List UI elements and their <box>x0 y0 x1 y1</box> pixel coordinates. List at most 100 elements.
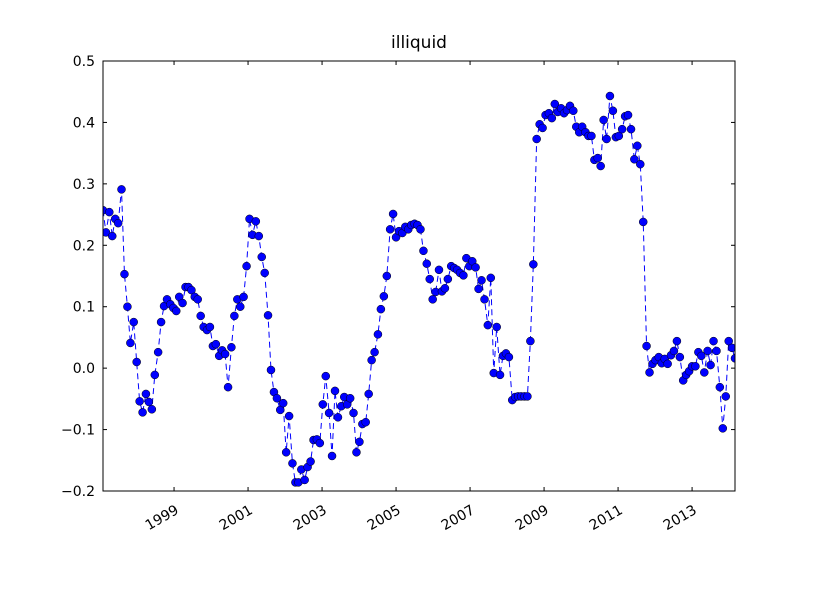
data-point <box>236 302 245 311</box>
y-tick-label: 0.2 <box>73 238 95 254</box>
data-point <box>211 339 221 349</box>
data-point <box>126 338 135 348</box>
data-point <box>587 131 596 141</box>
data-point <box>703 346 712 356</box>
data-point <box>318 400 328 409</box>
data-point <box>117 185 126 194</box>
data-point <box>132 357 141 367</box>
data-point <box>123 302 132 311</box>
data-point <box>480 295 489 304</box>
data-point <box>108 231 117 241</box>
data-point <box>523 392 532 401</box>
data-point <box>364 389 373 399</box>
data-point <box>669 346 679 356</box>
data-point <box>367 355 376 365</box>
data-point <box>103 228 111 237</box>
data-point <box>706 360 715 370</box>
data-point <box>284 411 294 421</box>
data-point <box>379 292 389 301</box>
data-point <box>547 113 557 123</box>
data-point <box>187 285 196 295</box>
data-point <box>324 408 334 418</box>
data-point <box>382 271 392 281</box>
data-point <box>260 268 269 278</box>
data-point <box>120 269 129 279</box>
data-point <box>529 260 538 269</box>
data-point <box>105 207 114 217</box>
data-point <box>459 271 468 280</box>
data-point <box>113 218 123 228</box>
data-point <box>172 306 181 316</box>
data-point <box>230 311 239 321</box>
data-point <box>715 382 725 392</box>
data-point <box>526 336 535 346</box>
data-point <box>223 382 233 392</box>
data-point <box>605 91 615 101</box>
data-point <box>373 330 383 339</box>
y-tick-label: −0.2 <box>61 484 95 500</box>
data-point <box>504 352 514 362</box>
data-point <box>483 320 493 330</box>
data-point <box>266 365 276 375</box>
data-point <box>614 131 624 141</box>
data-point <box>471 263 480 272</box>
data-point <box>257 252 266 262</box>
data-point <box>315 438 325 448</box>
data-point <box>532 134 541 144</box>
data-point <box>617 124 627 134</box>
data-point <box>428 295 437 304</box>
data-point <box>724 336 733 346</box>
data-point <box>645 368 654 377</box>
data-point <box>150 370 160 380</box>
data-point <box>443 274 453 284</box>
data-point <box>477 276 486 285</box>
data-point <box>227 343 236 352</box>
chart-title: illiquid <box>391 33 447 53</box>
data-point <box>352 448 361 457</box>
data-point <box>278 398 288 408</box>
data-point <box>156 317 166 327</box>
data-point <box>486 273 496 283</box>
data-point <box>675 352 685 362</box>
data-point <box>333 413 343 422</box>
data-point <box>281 448 291 457</box>
data-point <box>263 311 273 320</box>
data-point <box>321 371 331 381</box>
data-point <box>642 341 651 351</box>
data-point <box>700 368 709 377</box>
data-point <box>474 284 483 294</box>
data-point <box>306 457 315 466</box>
plot-frame <box>102 60 736 492</box>
data-point <box>495 370 505 380</box>
data-point <box>138 408 147 417</box>
data-point <box>144 397 154 407</box>
data-point <box>288 459 297 468</box>
y-tick-label: −0.1 <box>61 423 95 439</box>
data-point <box>721 392 730 401</box>
data-point <box>388 209 398 219</box>
y-tick-label: 0.1 <box>73 300 95 316</box>
data-point <box>638 217 648 227</box>
data-point <box>147 405 157 414</box>
data-point <box>239 292 248 302</box>
plot <box>103 91 735 487</box>
data-point <box>300 475 309 485</box>
data-point <box>440 284 450 293</box>
data-point <box>330 386 340 396</box>
data-point <box>425 274 434 284</box>
data-point <box>385 225 395 234</box>
data-point <box>254 231 264 241</box>
data-point <box>178 298 187 308</box>
data-point <box>623 110 633 120</box>
data-point <box>550 99 560 109</box>
data-point <box>135 397 144 406</box>
data-point <box>569 106 578 116</box>
data-point <box>663 359 672 369</box>
data-point <box>691 362 700 371</box>
data-point <box>141 389 151 399</box>
data-point <box>718 424 728 433</box>
data-point <box>376 304 386 314</box>
data-point <box>697 351 706 361</box>
